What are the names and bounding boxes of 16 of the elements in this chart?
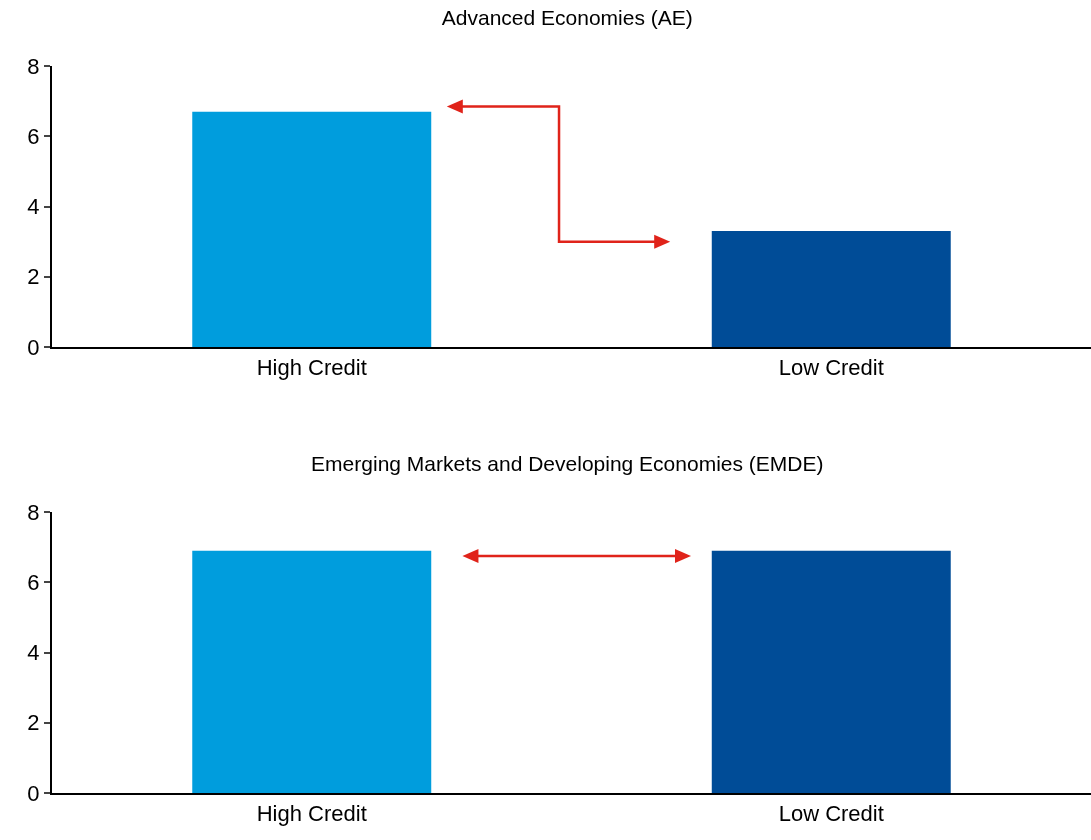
y-tick-label: 4 xyxy=(27,194,40,220)
y-tick-label: 2 xyxy=(27,264,40,290)
x-tick-label: Low Credit xyxy=(778,355,884,381)
chart-title: Advanced Economies (AE) xyxy=(441,6,693,30)
x-tick-label: High Credit xyxy=(256,801,367,827)
chart-title: Emerging Markets and Developing Economies (EMDE) xyxy=(311,452,824,476)
y-tick-label: 6 xyxy=(27,569,40,595)
y-tick-label: 0 xyxy=(27,334,40,360)
y-tick-label: 6 xyxy=(27,123,40,149)
y-tick-label: 0 xyxy=(27,780,40,806)
y-tick-label: 8 xyxy=(27,499,40,525)
y-tick-label: 4 xyxy=(27,640,40,666)
y-tick-label: 8 xyxy=(27,53,40,79)
y-tick-label: 2 xyxy=(27,710,40,736)
x-tick-label: High Credit xyxy=(256,355,367,381)
x-tick-label: Low Credit xyxy=(778,801,884,827)
